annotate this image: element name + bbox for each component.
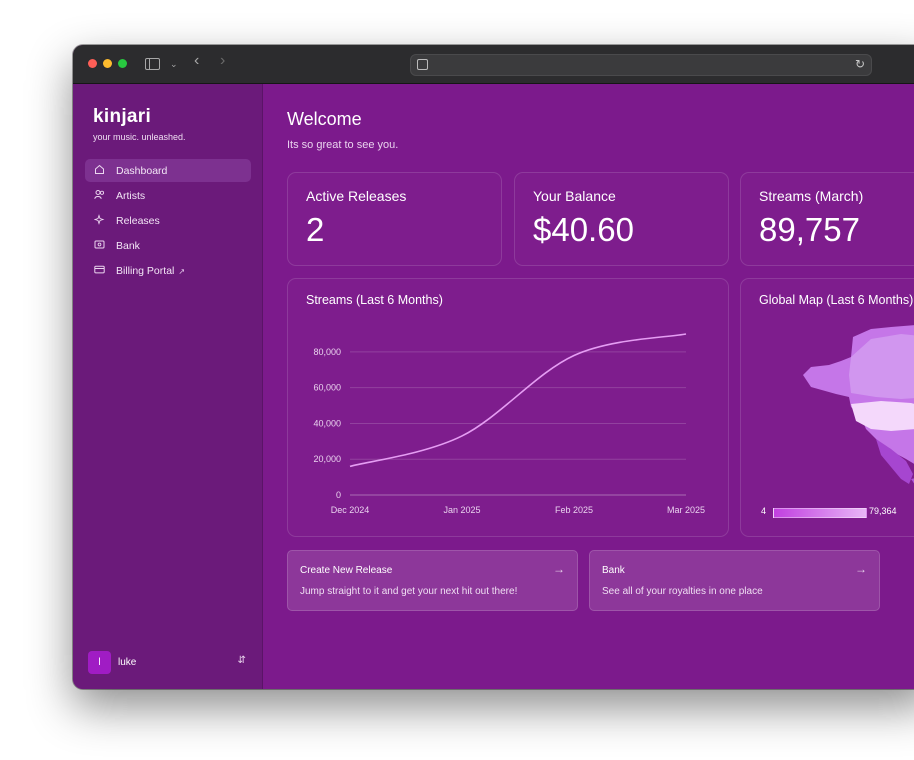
arrow-right-icon: → xyxy=(553,562,565,576)
brand-logo: kinjari xyxy=(93,106,152,127)
sparkle-icon xyxy=(93,214,105,225)
action-subtitle: Jump straight to it and get your next hi… xyxy=(300,586,518,597)
stat-label: Your Balance xyxy=(533,188,616,204)
legend-min: 4 xyxy=(761,506,767,516)
action-title: Create New Release xyxy=(300,565,393,576)
sidebar-item-label: Dashboard xyxy=(116,165,168,177)
sidebar-item-releases[interactable]: Releases xyxy=(85,209,251,232)
map-region-south-america xyxy=(911,478,914,484)
sidebar-nav: Dashboard Artists Releases Bank xyxy=(85,159,251,284)
sidebar-item-label: Artists xyxy=(116,190,146,202)
sidebar-item-dashboard[interactable]: Dashboard xyxy=(85,159,251,182)
user-menu[interactable]: l luke ⇵ xyxy=(88,651,246,675)
address-bar[interactable]: ↻ xyxy=(410,54,872,76)
sidebar-item-label: Billing Portal ↗ xyxy=(116,265,186,277)
stat-label: Active Releases xyxy=(306,188,407,204)
avatar: l xyxy=(88,651,111,674)
browser-window: ⌄ ‹ › ↻ kinjari your music. unleashed. D… xyxy=(73,45,914,689)
site-icon xyxy=(417,59,428,70)
stat-value: 2 xyxy=(306,211,325,248)
chart-title: Streams (Last 6 Months) xyxy=(306,293,443,307)
sidebar-item-bank[interactable]: Bank xyxy=(85,234,251,257)
balance-card: Your Balance $40.60 xyxy=(514,172,729,266)
y-tick-label: 60,000 xyxy=(313,383,341,393)
series-line xyxy=(349,333,687,468)
action-subtitle: See all of your royalties in one place xyxy=(602,586,763,597)
back-arrow-icon[interactable]: ‹ xyxy=(194,52,200,69)
close-window-button[interactable] xyxy=(88,59,97,68)
action-title: Bank xyxy=(602,565,625,576)
home-icon xyxy=(94,164,105,175)
map-region-canada xyxy=(849,334,914,399)
map-region-usa xyxy=(851,401,914,431)
legend-max: 79,364 xyxy=(869,506,897,516)
brand-tagline: your music. unleashed. xyxy=(93,132,186,142)
y-tick-label: 0 xyxy=(336,490,341,500)
sidebar-item-artists[interactable]: Artists xyxy=(85,184,251,207)
users-icon xyxy=(94,189,105,200)
minimize-window-button[interactable] xyxy=(103,59,112,68)
chevron-down-icon[interactable]: ⌄ xyxy=(170,59,178,69)
x-tick-label: Mar 2025 xyxy=(667,505,705,515)
stat-label: Streams (March) xyxy=(759,188,864,204)
page-subtitle: Its so great to see you. xyxy=(287,139,399,151)
global-map-card: Global Map (Last 6 Months) 4 79,364 xyxy=(740,278,914,537)
stat-value: $40.60 xyxy=(533,211,634,248)
y-tick-label: 80,000 xyxy=(313,347,341,357)
arrow-right-icon: → xyxy=(855,562,867,576)
y-tick-label: 20,000 xyxy=(313,454,341,464)
world-map xyxy=(803,325,914,484)
streams-chart-card: Streams (Last 6 Months) 0 20,000 40,000 60,… xyxy=(287,278,729,537)
title-bar: ⌄ ‹ › ↻ xyxy=(73,45,914,84)
sidebar: kinjari your music. unleashed. Dashboard… xyxy=(73,84,263,689)
sidebar-toggle-icon[interactable] xyxy=(145,58,160,70)
y-tick-label: 40,000 xyxy=(313,418,341,428)
sidebar-item-label: Bank xyxy=(116,240,140,252)
main-content: Welcome Its so great to see you. Active … xyxy=(263,84,914,689)
x-tick-label: Jan 2025 xyxy=(443,505,480,515)
external-link-icon: ↗ xyxy=(178,267,186,276)
x-tick-label: Feb 2025 xyxy=(555,505,593,515)
reload-icon[interactable]: ↻ xyxy=(854,57,865,71)
chart-title: Global Map (Last 6 Months) xyxy=(759,293,914,307)
create-new-release-card[interactable]: Create New Release Jump straight to it a… xyxy=(287,550,578,611)
streams-card: Streams (March) 89,757 xyxy=(740,172,914,266)
stat-value: 89,757 xyxy=(759,211,860,248)
bank-icon xyxy=(94,239,105,250)
legend-gradient-bar xyxy=(773,508,867,518)
forward-arrow-icon[interactable]: › xyxy=(220,52,226,69)
active-releases-card: Active Releases 2 xyxy=(287,172,502,266)
maximize-window-button[interactable] xyxy=(118,59,127,68)
x-tick-label: Dec 2024 xyxy=(331,505,370,515)
bank-shortcut-card[interactable]: Bank See all of your royalties in one pl… xyxy=(589,550,880,611)
sidebar-item-billing-portal[interactable]: Billing Portal ↗ xyxy=(85,259,251,282)
streams-chart: 0 20,000 40,000 60,000 80,000 Dec 2024 Jan 20… xyxy=(313,333,705,515)
sidebar-item-label: Releases xyxy=(116,215,160,227)
user-name: luke xyxy=(118,657,137,668)
card-icon xyxy=(94,264,105,275)
chevron-up-down-icon: ⇵ xyxy=(237,655,246,666)
map-region-central-america xyxy=(876,439,913,484)
page-title: Welcome xyxy=(287,109,362,129)
